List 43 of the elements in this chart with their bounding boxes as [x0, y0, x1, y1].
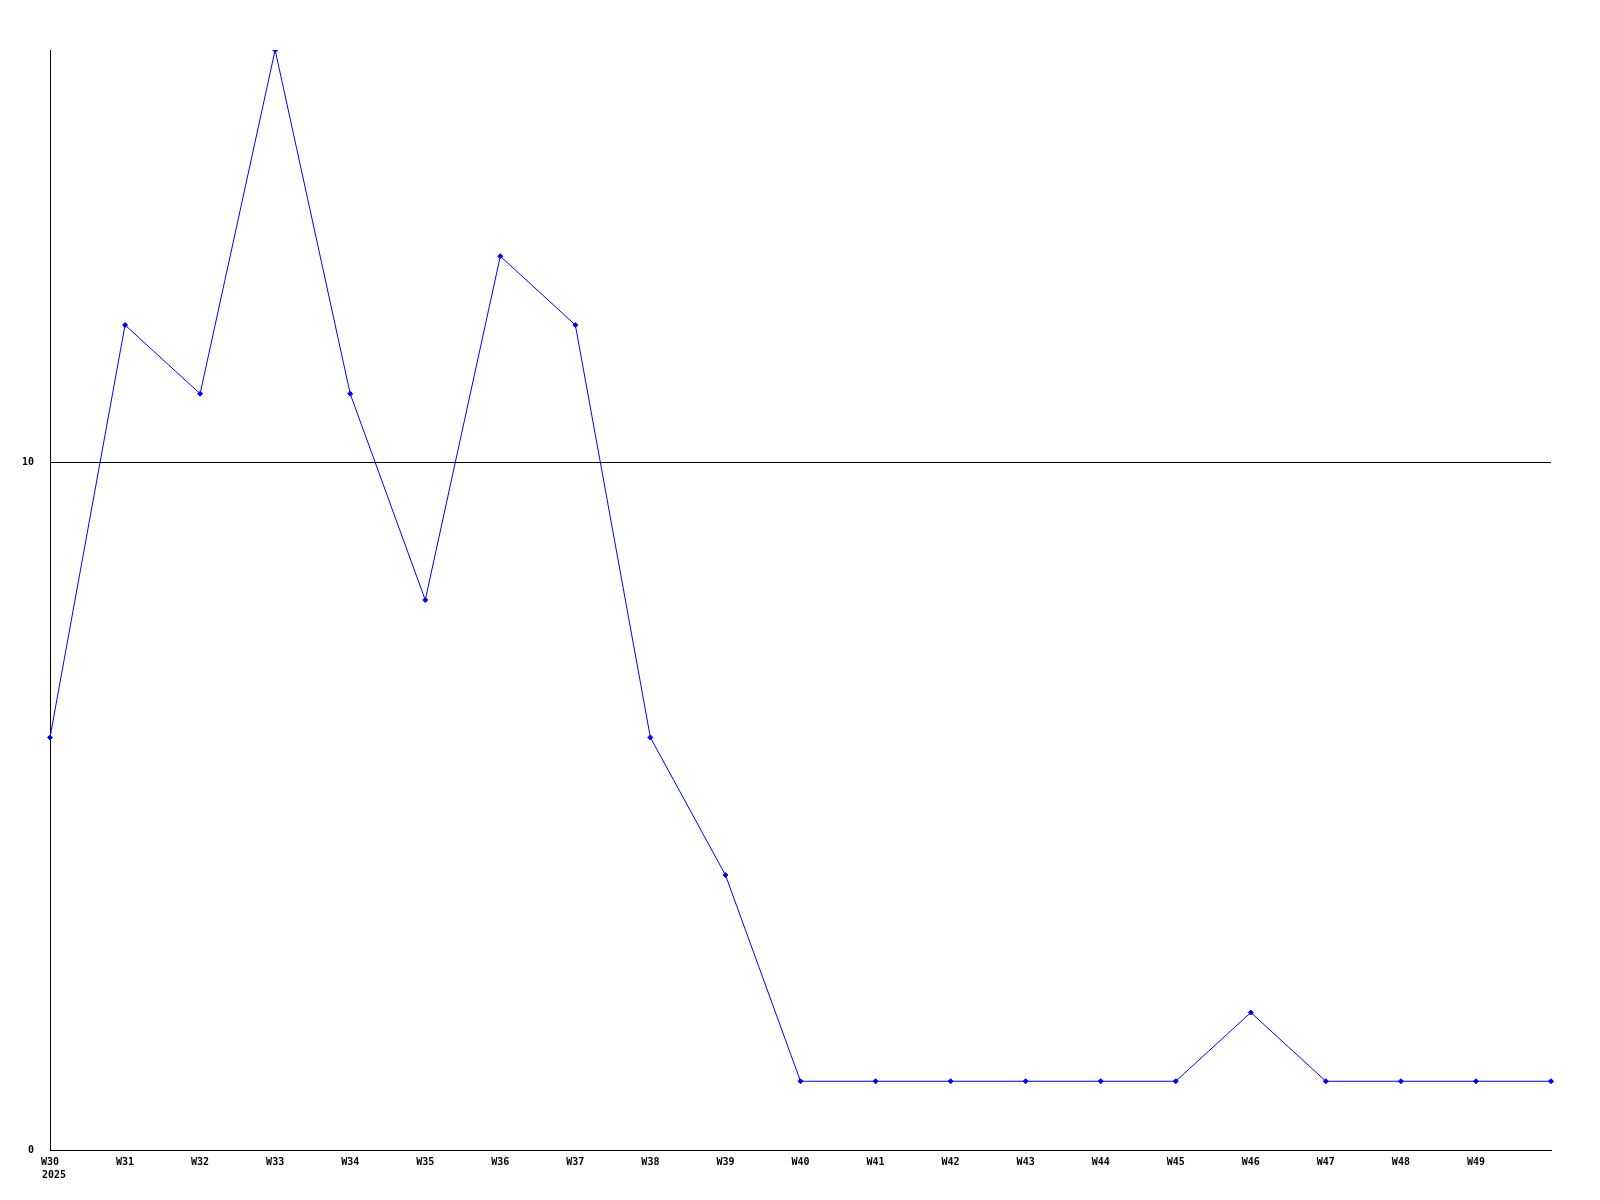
- point: [947, 1078, 954, 1085]
- x-tick-label: W49: [1466, 1155, 1485, 1167]
- x-tick-label: W44: [1091, 1155, 1110, 1167]
- point: [347, 390, 354, 397]
- x-tick-label: W33: [266, 1155, 285, 1167]
- x-tick-label: W42: [941, 1155, 960, 1167]
- x-tick-label: W36: [491, 1155, 510, 1167]
- point: [47, 734, 53, 741]
- x-tick-label: W48: [1391, 1155, 1410, 1167]
- x-tick-label: W39: [716, 1155, 735, 1167]
- x-tick-label: W34: [341, 1155, 360, 1167]
- point: [722, 872, 729, 878]
- x-tick-label: W41: [866, 1155, 885, 1167]
- point: [1022, 1078, 1029, 1085]
- point: [497, 253, 504, 260]
- x-tick-label: W40: [791, 1155, 810, 1167]
- x-tick-label: W47: [1316, 1155, 1335, 1167]
- point: [797, 1078, 804, 1085]
- point: [1397, 1078, 1404, 1085]
- x-tick-label: W35: [416, 1155, 435, 1167]
- point: [1247, 1009, 1254, 1016]
- x-tick-label: W37: [566, 1155, 585, 1167]
- text: 2025: [41, 1168, 67, 1180]
- point: [1322, 1078, 1329, 1085]
- x-tick-label: W38: [641, 1155, 660, 1167]
- y-tick-label: 0: [27, 1143, 34, 1155]
- point: [1172, 1078, 1179, 1085]
- x-tick-label: W45: [1166, 1155, 1185, 1167]
- x-tick-label: W43: [1016, 1155, 1035, 1167]
- y-tick-label: 10: [21, 456, 34, 468]
- point: [122, 322, 129, 328]
- point: [422, 597, 429, 603]
- x-tick-label: W31: [116, 1155, 135, 1167]
- point: [872, 1078, 879, 1085]
- point: [1472, 1078, 1479, 1085]
- point: [197, 390, 204, 397]
- x-tick-label: W30: [40, 1155, 60, 1167]
- point: [1097, 1078, 1104, 1085]
- point: [647, 734, 654, 741]
- x-tick-label: W32: [191, 1155, 210, 1167]
- x-tick-label: W46: [1241, 1155, 1260, 1167]
- point: [572, 322, 579, 328]
- point: [1548, 1078, 1554, 1085]
